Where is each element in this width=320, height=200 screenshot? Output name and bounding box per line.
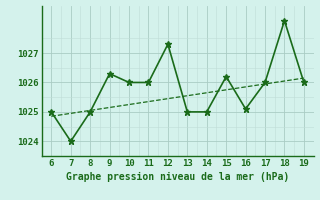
X-axis label: Graphe pression niveau de la mer (hPa): Graphe pression niveau de la mer (hPa) bbox=[66, 172, 289, 182]
